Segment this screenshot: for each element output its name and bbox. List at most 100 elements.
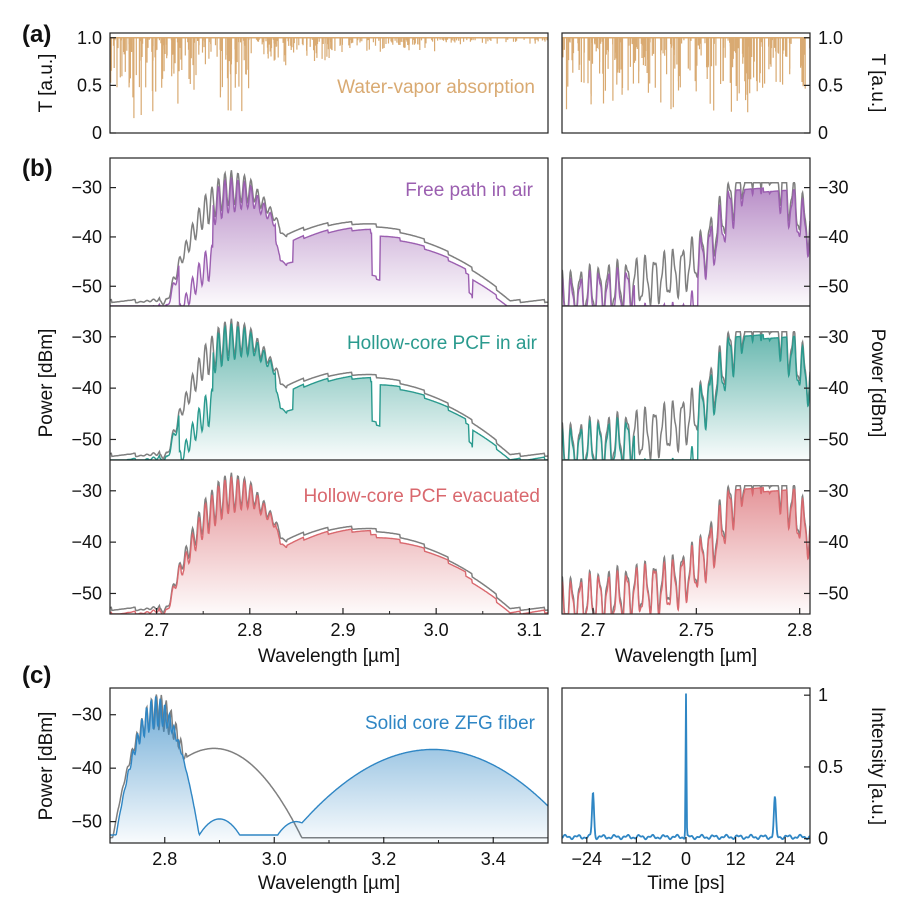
b3-left-yticks: −50 −40 −30 xyxy=(71,481,116,603)
a-left-absorption-lines xyxy=(110,37,548,119)
b2-right-ytick-label: −40 xyxy=(818,378,849,398)
c-left-xtick-label: 3.4 xyxy=(481,849,506,869)
b3-right-yticks: −50 −40 −30 xyxy=(804,481,849,603)
a-right-ylabel: T [a.u.] xyxy=(867,54,888,113)
b2-right-yticks: −50 −40 −30 xyxy=(804,327,849,449)
c-right-ytick-label: 0.5 xyxy=(818,757,843,777)
c-right-ytick-label: 0 xyxy=(818,829,828,849)
chart-c-right: 00.51 −24 −12 0 12 24 Intensity [a.u.] Time … xyxy=(561,685,888,894)
b3-left-xtick-label: 2.7 xyxy=(144,620,169,640)
b1-left-ytick-label: −30 xyxy=(71,178,102,198)
b3-left-fill-area xyxy=(110,476,548,614)
b1-right-plot xyxy=(562,181,810,306)
chart-b3-right: −50 −40 −30 2.7 2.75 2.8 Wavelength [µm] xyxy=(562,481,849,667)
panel-label-c: (c) xyxy=(22,662,51,689)
evacuated-annotation: Hollow-core PCF evacuated xyxy=(303,486,540,507)
chart-b3-left: Hollow-core PCF evacuated −50 −40 −30 2.7 2… xyxy=(71,472,548,667)
b2-left-fill-area xyxy=(110,323,548,460)
panel-label-a: (a) xyxy=(22,21,51,48)
c-right-xtick-label: 12 xyxy=(726,849,746,869)
c-right-xtick-label: 24 xyxy=(775,849,795,869)
free-path-annotation: Free path in air xyxy=(405,180,533,201)
c-left-ytick-label: −30 xyxy=(71,705,102,725)
panel-label-b: (b) xyxy=(22,155,53,182)
b-right-ylabel: Power [dBm] xyxy=(867,329,888,438)
b1-right-reference-line xyxy=(562,181,810,306)
b3-right-plot xyxy=(562,484,810,614)
b3-left-xtick-label: 3.0 xyxy=(424,620,449,640)
b3-left-xtick-label: 2.8 xyxy=(237,620,262,640)
a-right-plot xyxy=(562,37,810,113)
a-left-frame xyxy=(109,32,549,134)
b2-right-reference-line xyxy=(562,330,810,460)
c-right-ytick-label: 1 xyxy=(818,685,828,705)
b1-left-fill-area xyxy=(110,177,548,306)
b1-right-ytick-label: −30 xyxy=(818,178,849,198)
b3-left-plot xyxy=(110,472,548,614)
b3-right-xtick-label: 2.75 xyxy=(679,620,714,640)
b1-left-ytick-label: −50 xyxy=(71,276,102,296)
c-left-xticks: 2.8 3.0 3.2 3.4 xyxy=(152,837,506,869)
b2-left-ytick-label: −50 xyxy=(71,429,102,449)
a-left-ytick-label: 1.0 xyxy=(77,28,102,48)
b3-right-fill-area xyxy=(562,487,810,614)
b3-left-ytick-label: −30 xyxy=(71,481,102,501)
b1-right-yticks: −50 −40 −30 xyxy=(804,178,849,296)
hollow-core-air-annotation: Hollow-core PCF in air xyxy=(347,333,538,354)
c-left-ytick-label: −50 xyxy=(71,812,102,832)
b3-right-xticks: 2.7 2.75 2.8 xyxy=(580,608,812,640)
b2-left-ytick-label: −40 xyxy=(71,378,102,398)
c-right-xtick-label: 0 xyxy=(681,849,691,869)
b1-left-yticks: −50 −40 −30 xyxy=(71,178,116,296)
b2-right-fill-area xyxy=(562,334,810,460)
b2-right-spectrum-line xyxy=(562,334,810,460)
chart-b2-right: −50 −40 −30 Power [dBm] xyxy=(562,327,888,460)
c-left-ytick-label: −40 xyxy=(71,758,102,778)
a-right-frame xyxy=(561,32,811,134)
c-left-plot xyxy=(110,694,548,843)
water-annotation: Water-vapor absorption xyxy=(337,77,535,98)
b3-right-spectrum-line xyxy=(562,486,810,614)
b3-right-xtick-label: 2.8 xyxy=(787,620,812,640)
b2-left-plot xyxy=(110,318,548,460)
b-right-xlabel: Wavelength [µm] xyxy=(615,646,757,667)
b-left-xlabel: Wavelength [µm] xyxy=(258,646,400,667)
chart-b1-right: −50 −40 −30 xyxy=(562,178,849,306)
zfg-annotation: Solid core ZFG fiber xyxy=(365,713,536,734)
a-right-ytick-label: 0.5 xyxy=(818,75,843,95)
c-right-xlabel: Time [ps] xyxy=(647,873,724,894)
b2-left-reference-line xyxy=(110,318,548,460)
b3-left-xtick-label: 2.9 xyxy=(330,620,355,640)
chart-b1-left: Free path in air −50 −40 −30 xyxy=(71,170,548,306)
b2-left-ytick-label: −30 xyxy=(71,327,102,347)
c-left-xlabel: Wavelength [µm] xyxy=(258,873,400,894)
b3-left-xticks: 2.7 2.8 2.9 3.0 3.1 xyxy=(144,608,542,640)
b2-left-spectrum-line xyxy=(110,323,548,460)
b3-left-ytick-label: −40 xyxy=(71,532,102,552)
a-right-ytick-label: 1.0 xyxy=(818,28,843,48)
b1-left-reference-line xyxy=(110,170,548,306)
b3-left-ytick-label: −50 xyxy=(71,583,102,603)
b3-right-xtick-label: 2.7 xyxy=(580,620,605,640)
b-right-frame xyxy=(561,157,811,615)
b2-left-yticks: −50 −40 −30 xyxy=(71,327,116,449)
a-left-plot xyxy=(110,37,548,119)
a-right-ytick-label: 0 xyxy=(818,123,828,143)
b2-right-plot xyxy=(562,330,810,460)
b3-right-ytick-label: −40 xyxy=(818,532,849,552)
c-right-xtick-label: −12 xyxy=(621,849,652,869)
a-left-ytick-label: 0.5 xyxy=(77,75,102,95)
c-right-plot xyxy=(562,693,810,841)
a-left-ytick-label: 0 xyxy=(92,123,102,143)
chart-a-right: 0 0.5 1.0 T [a.u.] xyxy=(561,28,888,143)
c-right-xticks: −24 −12 0 12 24 xyxy=(572,837,795,869)
c-right-yticks: 00.51 xyxy=(804,685,843,849)
chart-b2-left: Hollow-core PCF in air −50 −40 −30 Power [… xyxy=(36,318,548,460)
b3-right-ytick-label: −50 xyxy=(818,583,849,603)
c-left-spectrum-line xyxy=(110,696,548,837)
b3-left-spectrum-line xyxy=(110,476,548,614)
b1-left-ytick-label: −40 xyxy=(71,227,102,247)
a-left-yticks: 0 0.5 1.0 xyxy=(77,28,116,143)
b1-left-plot xyxy=(110,170,548,306)
